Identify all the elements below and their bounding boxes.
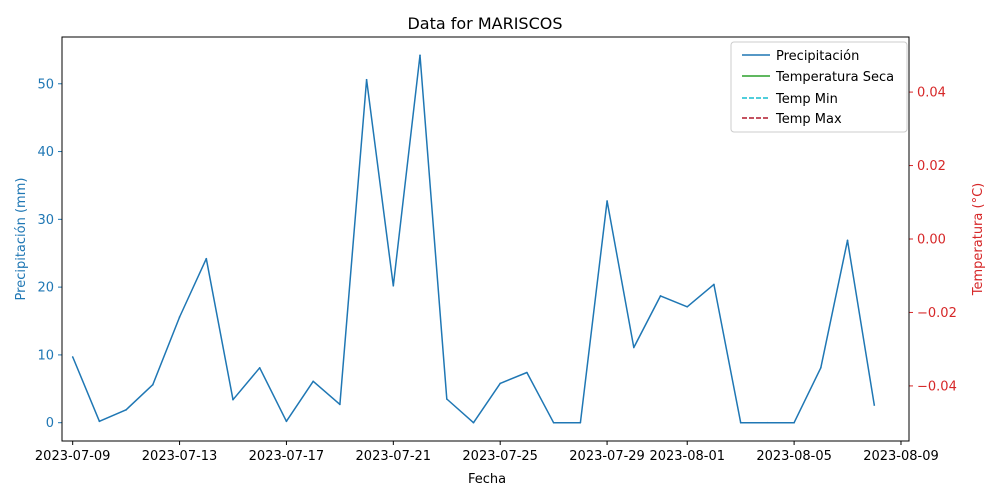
precipitacion-point — [820, 366, 822, 369]
precipitacion-point — [686, 305, 689, 308]
left-y-tick-label: 10 — [37, 348, 54, 363]
precipitacion-point — [846, 239, 849, 242]
precipitacion-point — [526, 371, 528, 374]
precipitacion-point — [659, 295, 662, 297]
right-y-tick-label: 0.02 — [917, 159, 946, 174]
precipitacion-point — [606, 200, 608, 202]
x-tick-label: 2023-07-25 — [462, 449, 538, 464]
precipitacion-point — [285, 420, 288, 423]
legend-label-temp-min: Temp Min — [775, 92, 838, 107]
right-y-tick-label: −0.04 — [917, 379, 957, 394]
left-y-tick-label: 20 — [37, 281, 54, 296]
legend-label-temp-max: Temp Max — [775, 112, 842, 127]
legend-label-precipitacion: Precipitación — [776, 49, 859, 64]
precipitacion-point — [392, 284, 395, 287]
precipitacion-point — [472, 421, 475, 424]
precipitacion-point — [873, 404, 876, 406]
x-tick-label: 2023-08-09 — [863, 449, 939, 464]
x-tick-label: 2023-07-29 — [569, 449, 645, 464]
precipitacion-point — [312, 380, 314, 383]
left-y-axis-ticks: 0 10 20 30 40 50 — [37, 77, 62, 431]
x-tick-label: 2023-07-21 — [356, 449, 432, 464]
right-y-tick-label: 0.00 — [917, 233, 946, 248]
x-tick-label: 2023-07-17 — [249, 449, 325, 464]
legend: Precipitación Temperatura Seca Temp Min … — [730, 41, 908, 133]
right-y-axis-ticks: 0.04 0.02 0.00 −0.02 −0.04 — [909, 86, 957, 394]
right-y-tick-label: 0.04 — [917, 86, 946, 101]
plot-frame — [61, 36, 910, 442]
legend-label-temperatura-seca: Temperatura Seca — [775, 70, 894, 85]
right-y-tick-label: −0.02 — [917, 306, 957, 321]
precipitacion-point — [365, 78, 368, 81]
precipitacion-point — [178, 316, 181, 318]
x-axis-label: Fecha — [468, 472, 506, 487]
x-tick-label: 2023-07-13 — [142, 449, 218, 464]
precipitacion-point — [499, 382, 501, 385]
x-axis-ticks: 2023-07-09 2023-07-13 2023-07-17 2023-07-21… — [35, 441, 939, 464]
left-y-tick-label: 50 — [37, 77, 54, 92]
left-y-tick-label: 0 — [46, 416, 54, 431]
precipitacion-point — [713, 283, 715, 286]
precipitacion-point — [339, 403, 341, 406]
precipitacion-point — [205, 257, 208, 260]
precipitacion-point — [71, 356, 74, 358]
precipitacion-point — [125, 409, 127, 411]
legend-box — [730, 41, 908, 133]
precipitacion-point — [232, 398, 234, 401]
precipitacion-point — [98, 420, 101, 423]
precipitacion-point — [579, 421, 582, 424]
precipitacion-point — [766, 421, 769, 424]
left-y-axis-label: Precipitación (mm) — [14, 178, 29, 301]
chart-title: Data for MARISCOS — [407, 14, 562, 33]
precipitacion-point — [793, 421, 795, 424]
x-tick-label: 2023-07-09 — [35, 449, 111, 464]
left-y-tick-label: 40 — [37, 145, 54, 160]
x-tick-label: 2023-08-01 — [649, 449, 725, 464]
precipitacion-point — [552, 421, 555, 424]
precipitacion-point — [445, 398, 448, 400]
precipitacion-point — [152, 383, 154, 386]
x-tick-label: 2023-08-05 — [756, 449, 832, 464]
precipitacion-point — [632, 346, 635, 349]
left-y-tick-label: 30 — [37, 213, 54, 228]
precipitacion-point — [258, 366, 261, 369]
precipitacion-point — [739, 421, 742, 424]
plot-lines — [71, 54, 876, 424]
precipitacion-point — [419, 54, 421, 57]
right-y-axis-label: Temperatura (°C) — [971, 183, 986, 296]
